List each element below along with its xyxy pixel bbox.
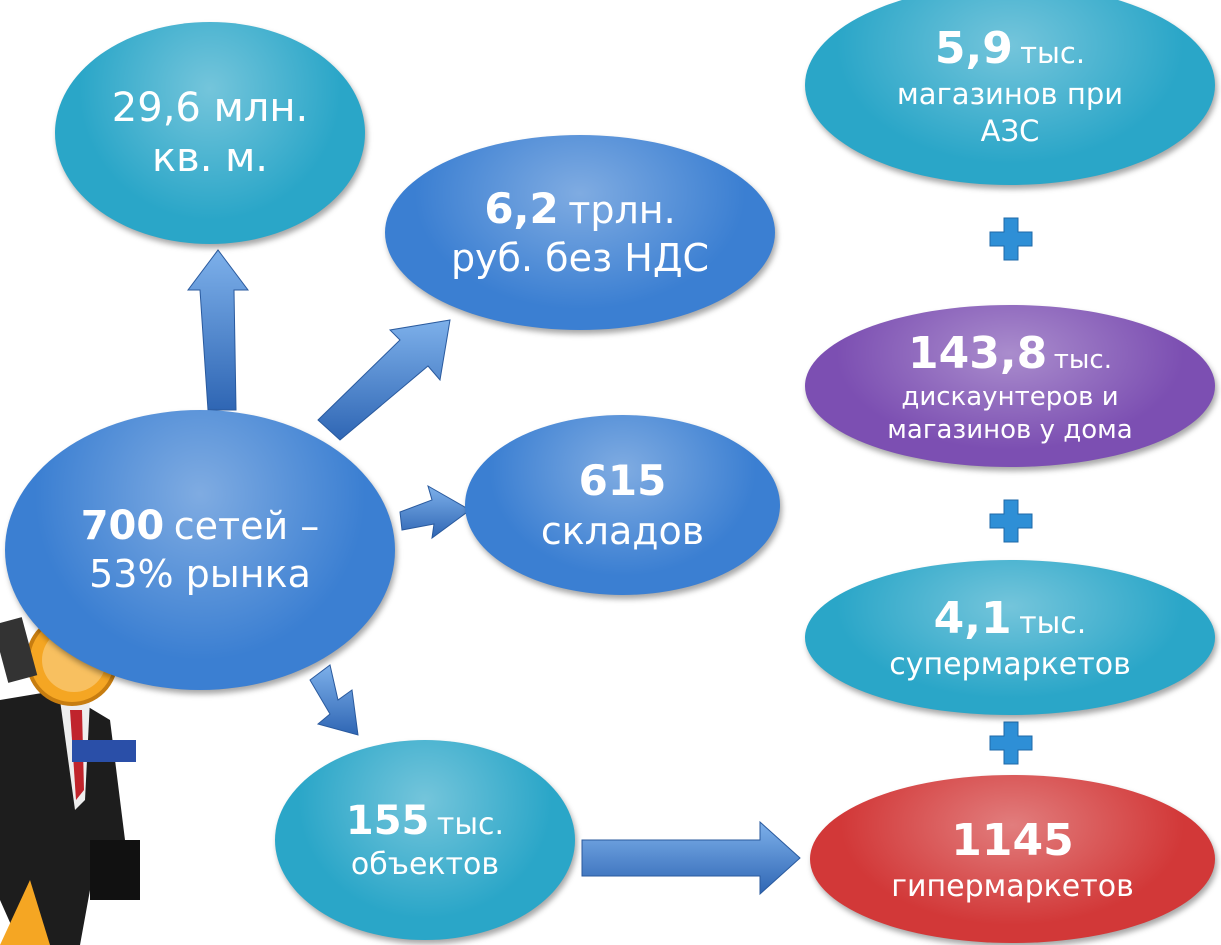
node-line: супермаркетов — [889, 646, 1131, 684]
node-value: 6,2 — [484, 184, 558, 233]
node-text: объектов — [351, 847, 499, 882]
node-text: магазинов при — [897, 77, 1123, 111]
node-text: супермаркетов — [889, 647, 1131, 682]
node-text: гипермаркетов — [891, 869, 1134, 904]
node-text: руб. без НДС — [451, 236, 709, 280]
node-line: складов — [541, 508, 704, 556]
arrow — [310, 665, 358, 735]
node-text: тыс. — [1020, 36, 1085, 70]
node-line: 615 — [579, 455, 667, 508]
node: 29,6 млн.кв. м. — [55, 22, 365, 244]
node-line: объектов — [351, 846, 499, 884]
node-line: магазинов у дома — [887, 414, 1132, 447]
plus — [990, 218, 1032, 260]
node-text: складов — [541, 509, 704, 553]
node-line: гипермаркетов — [891, 868, 1134, 906]
diagram: 29,6 млн.кв. м.6,2трлн.руб. без НДС615ск… — [0, 0, 1221, 945]
arrow — [400, 486, 470, 538]
node-value: 1145 — [951, 815, 1073, 866]
arrow — [318, 320, 450, 440]
node-value: 700 — [81, 503, 165, 549]
node-line: 29,6 млн. — [112, 83, 308, 133]
node-line: дискаунтеров и — [901, 381, 1118, 414]
node-line: руб. без НДС — [451, 235, 709, 283]
node-text: 53% рынка — [89, 552, 311, 596]
node-text: сетей – — [174, 504, 320, 548]
node-line: АЗС — [981, 113, 1040, 149]
plus — [990, 722, 1032, 764]
node-line: 1145 — [951, 813, 1073, 868]
node-line: 53% рынка — [89, 551, 311, 599]
node-text: 29,6 млн. — [112, 85, 308, 131]
arrow — [582, 822, 800, 894]
node-value: 615 — [579, 456, 667, 505]
node-value: 143,8 — [908, 328, 1047, 379]
node-text: кв. м. — [152, 135, 268, 181]
node-value: 5,9 — [935, 23, 1013, 74]
node-text: тыс. — [437, 807, 504, 842]
node-text: магазинов у дома — [887, 415, 1132, 445]
node-line: кв. м. — [152, 133, 268, 183]
plus — [990, 500, 1032, 542]
node-text: трлн. — [568, 188, 675, 232]
node-value: 4,1 — [934, 593, 1012, 644]
node-text: тыс. — [1054, 345, 1112, 375]
node-value: 155 — [346, 798, 430, 844]
node-text: тыс. — [1019, 606, 1086, 641]
node-text: АЗС — [981, 114, 1040, 148]
node-text: дискаунтеров и — [901, 382, 1118, 412]
arrow — [188, 250, 248, 410]
node-line: магазинов при — [897, 76, 1123, 112]
